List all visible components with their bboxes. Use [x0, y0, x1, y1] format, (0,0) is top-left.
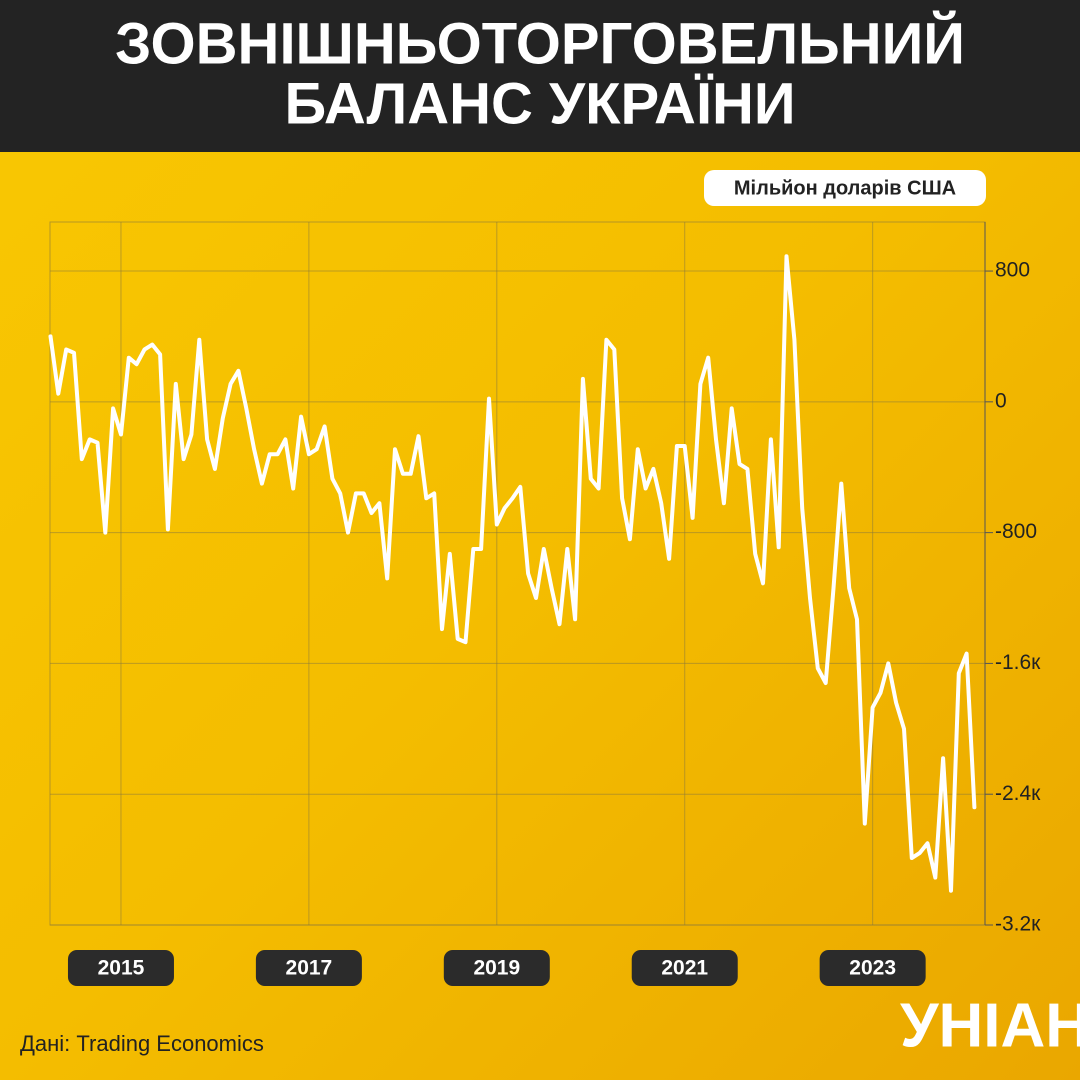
unit-label: Мільйон доларів США [734, 177, 956, 199]
x-label-pill [631, 950, 738, 986]
x-tick-label: 2021 [661, 957, 708, 980]
line [48, 254, 977, 893]
x-label-pill [443, 950, 550, 986]
x-tick-label: 2019 [473, 957, 520, 980]
title-line: ЗОВНІШНЬОТОРГОВЕЛЬНИЙ [115, 11, 965, 76]
y-tick-label: -800 [995, 520, 1037, 543]
x-label-pill [819, 950, 926, 986]
title-line: БАЛАНС УКРАЇНИ [284, 71, 795, 136]
x-tick-label: 2017 [286, 957, 333, 980]
x-label-pill [67, 950, 174, 986]
y-tick-label: 800 [995, 259, 1030, 282]
x-label-pill [255, 950, 362, 986]
y-tick-label: -2.4к [995, 782, 1041, 805]
x-tick-label: 2015 [98, 957, 145, 980]
header [0, 0, 1080, 152]
y-tick-label: -1.6к [995, 651, 1041, 674]
y-tick-label: 0 [995, 389, 1007, 412]
unit-pill [704, 170, 986, 206]
x-tick-label: 2023 [849, 957, 896, 980]
source: Дані: Trading Economics [20, 1031, 264, 1056]
logo: УНІАН [900, 991, 1080, 1060]
y-tick-label: -3.2к [995, 913, 1041, 936]
